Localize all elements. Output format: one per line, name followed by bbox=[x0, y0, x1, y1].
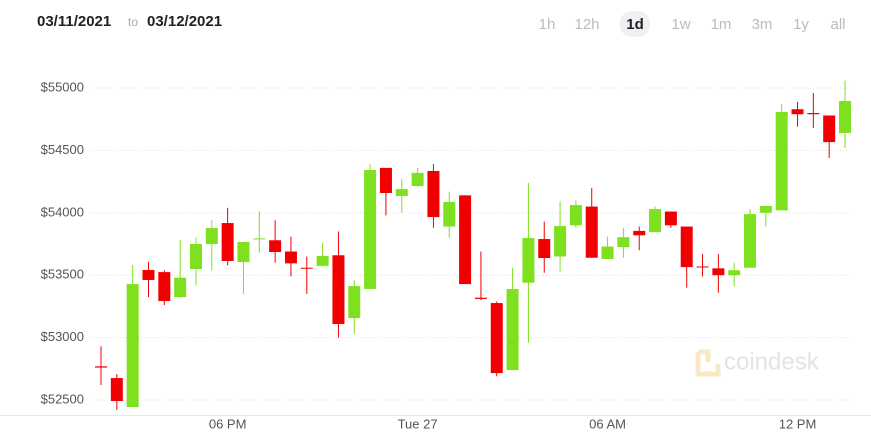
candle-body bbox=[332, 255, 345, 325]
candle-body bbox=[205, 228, 218, 245]
candle-body bbox=[474, 297, 487, 299]
range-button[interactable]: 3m bbox=[752, 16, 773, 33]
candle-body bbox=[126, 284, 139, 408]
candle-body bbox=[823, 115, 836, 143]
candle-body bbox=[379, 167, 392, 193]
candle-body bbox=[364, 170, 377, 289]
candle-body bbox=[459, 195, 472, 285]
candle-body bbox=[664, 211, 677, 226]
candle-body bbox=[189, 244, 202, 269]
candle-body bbox=[601, 246, 614, 259]
candle-body bbox=[490, 303, 503, 374]
candle-body bbox=[253, 238, 266, 240]
candle-body bbox=[775, 111, 788, 211]
range-button[interactable]: 1h bbox=[539, 16, 556, 33]
y-tick-label: $54500 bbox=[41, 142, 84, 157]
candle-body bbox=[174, 277, 187, 298]
candle-body bbox=[538, 239, 551, 258]
y-tick-label: $52500 bbox=[41, 391, 84, 406]
x-axis-line bbox=[0, 415, 871, 416]
candle-body bbox=[237, 242, 250, 263]
candle-body bbox=[712, 268, 725, 276]
y-tick-label: $53000 bbox=[41, 329, 84, 344]
candle-body bbox=[728, 270, 741, 276]
candle-body bbox=[585, 206, 598, 258]
active-range-bg bbox=[620, 11, 650, 37]
y-tick-label: $55000 bbox=[41, 79, 84, 94]
range-button[interactable]: all bbox=[830, 16, 845, 33]
candle-body bbox=[427, 171, 440, 218]
x-tick-label: 06 AM bbox=[589, 416, 626, 431]
candle-body bbox=[411, 172, 424, 186]
candle-body bbox=[617, 237, 630, 248]
range-button[interactable]: 1y bbox=[793, 16, 809, 33]
candle-body bbox=[759, 205, 772, 213]
candle-body bbox=[649, 209, 662, 233]
candle-body bbox=[554, 226, 567, 257]
range-selector: 1h 12h 1d 1w 1m 3m 1y all bbox=[539, 11, 846, 37]
candle-body bbox=[348, 286, 361, 319]
x-tick-label: 12 PM bbox=[779, 416, 817, 431]
candle-body bbox=[696, 266, 709, 268]
x-tick-label: Tue 27 bbox=[398, 416, 438, 431]
watermark: coindesk bbox=[724, 348, 820, 375]
y-tick-label: $54000 bbox=[41, 204, 84, 219]
candle-body bbox=[316, 255, 329, 266]
range-button[interactable]: 1d bbox=[626, 16, 644, 33]
candle-body bbox=[522, 238, 535, 283]
candle-body bbox=[158, 272, 171, 302]
candle-body bbox=[839, 100, 852, 133]
range-button[interactable]: 12h bbox=[574, 16, 599, 33]
candle-body bbox=[791, 109, 804, 115]
candle-body bbox=[443, 201, 456, 227]
candle-body bbox=[807, 112, 820, 115]
candle-body bbox=[506, 289, 519, 371]
candle-body bbox=[95, 366, 107, 368]
x-tick-label: 06 PM bbox=[209, 416, 247, 431]
candle-body bbox=[395, 189, 408, 196]
y-tick-label: $53500 bbox=[41, 267, 84, 282]
candle-body bbox=[680, 226, 693, 268]
date-separator: to bbox=[128, 15, 138, 29]
candle-body bbox=[221, 223, 234, 261]
candle-body bbox=[633, 230, 646, 236]
candle-body bbox=[110, 378, 123, 402]
candle-body bbox=[269, 240, 282, 253]
end-date: 03/12/2021 bbox=[147, 13, 222, 30]
candle-body bbox=[300, 267, 313, 269]
start-date: 03/11/2021 bbox=[37, 13, 111, 30]
watermark-logo bbox=[695, 349, 721, 377]
range-button[interactable]: 1m bbox=[711, 16, 732, 33]
candle-body bbox=[744, 214, 757, 268]
candle-body bbox=[569, 205, 582, 226]
candle-body bbox=[284, 251, 297, 264]
candle-body bbox=[142, 269, 155, 280]
range-button[interactable]: 1w bbox=[671, 16, 690, 33]
